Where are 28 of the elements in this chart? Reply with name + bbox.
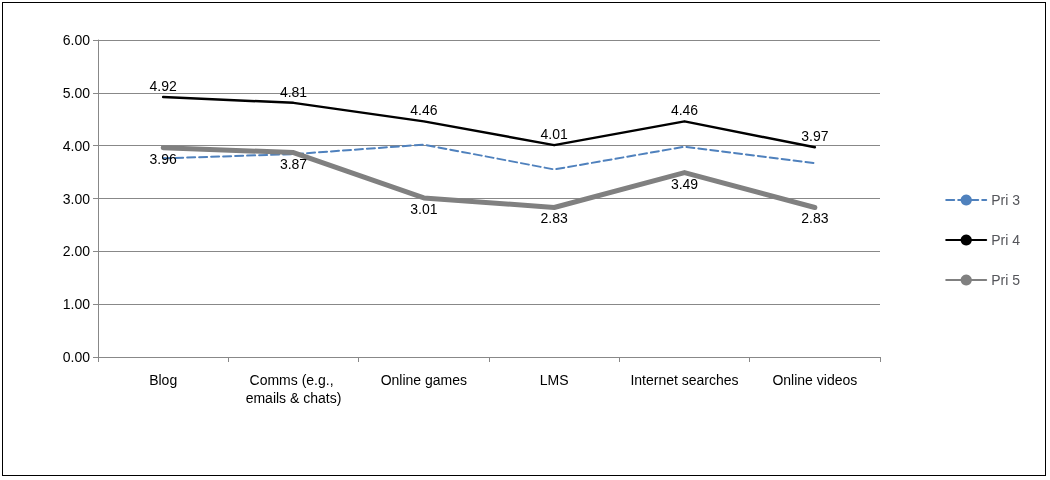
legend-label: Pri 4 [991,232,1021,248]
x-tick-label: Online games [380,372,468,388]
data-label: 3.96 [149,150,177,167]
y-tick-label: 0.00 [62,349,91,365]
data-label: 3.97 [801,128,829,145]
x-tick-label: Blog [149,372,178,388]
data-label: 3.49 [670,175,699,192]
data-label: 4.46 [410,102,438,119]
x-tick-label: LMS [539,372,569,388]
data-label: 2.83 [540,210,568,227]
legend-label: Pri 5 [991,272,1021,288]
y-tick-label: 2.00 [62,243,91,260]
data-label: 4.01 [540,126,568,143]
y-tick-label: 1.00 [62,296,91,313]
data-label: 2.83 [801,210,829,227]
data-label: 4.46 [670,102,699,119]
data-label: 3.01 [410,200,438,217]
y-tick-label: 3.00 [62,190,91,207]
y-tick-label: 6.00 [62,32,91,48]
x-tick-label: Internet searches [630,372,739,388]
legend-label: Pri 3 [991,192,1021,208]
data-label: 4.81 [279,83,308,100]
data-label: 3.87 [279,155,308,172]
data-label: 4.92 [149,78,177,95]
x-tick-label: Online videos [772,372,858,388]
y-tick-label: 5.00 [62,84,91,101]
x-tick-label: Comms (e.g., emails & chats) [245,372,342,406]
y-tick-label: 4.00 [62,137,91,154]
